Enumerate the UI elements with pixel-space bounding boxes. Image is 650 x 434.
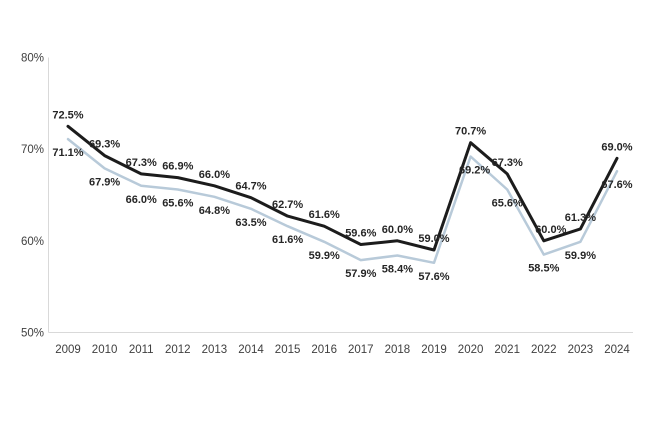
data-point-label-dark-line: 67.3% bbox=[492, 157, 523, 169]
x-tick-label: 2014 bbox=[238, 344, 264, 356]
data-point-label-light-line: 67.9% bbox=[89, 176, 120, 188]
y-tick-label: 70% bbox=[21, 144, 44, 156]
data-point-label-dark-line: 69.0% bbox=[601, 141, 632, 153]
x-tick-label: 2012 bbox=[165, 344, 191, 356]
data-point-label-dark-line: 60.0% bbox=[382, 224, 413, 236]
x-tick-label: 2024 bbox=[604, 344, 630, 356]
x-tick-label: 2013 bbox=[202, 344, 228, 356]
data-point-label-light-line: 58.5% bbox=[528, 263, 559, 275]
data-point-label-light-line: 65.6% bbox=[162, 198, 193, 210]
data-point-label-dark-line: 67.3% bbox=[126, 157, 157, 169]
data-point-label-light-line: 67.6% bbox=[601, 179, 632, 191]
data-point-label-light-line: 57.9% bbox=[345, 268, 376, 280]
series-dark-line bbox=[66, 124, 619, 252]
series-light-line bbox=[66, 137, 619, 265]
data-point-label-dark-line: 59.6% bbox=[345, 228, 376, 240]
y-tick-label: 80% bbox=[21, 53, 44, 65]
data-point-label-light-line: 58.4% bbox=[382, 264, 413, 276]
data-point-label-light-line: 69.2% bbox=[459, 165, 490, 177]
x-tick-label: 2023 bbox=[568, 344, 594, 356]
data-point-label-dark-line: 61.3% bbox=[565, 212, 596, 224]
data-point-label-dark-line: 60.0% bbox=[535, 224, 566, 236]
x-tick-label: 2016 bbox=[311, 344, 337, 356]
data-point-label-light-line: 57.6% bbox=[418, 271, 449, 283]
x-tick-label: 2017 bbox=[348, 344, 374, 356]
data-point-label-dark-line: 70.7% bbox=[455, 126, 486, 138]
data-point-label-light-line: 63.5% bbox=[235, 217, 266, 229]
x-tick-label: 2019 bbox=[421, 344, 447, 356]
x-tick-label: 2021 bbox=[494, 344, 520, 356]
x-tick-label: 2011 bbox=[129, 344, 154, 356]
data-point-label-light-line: 64.8% bbox=[199, 205, 230, 217]
x-tick-label: 2022 bbox=[531, 344, 557, 356]
x-tick-label: 2015 bbox=[275, 344, 301, 356]
x-tick-label: 2018 bbox=[385, 344, 411, 356]
data-point-label-dark-line: 62.7% bbox=[272, 199, 303, 211]
x-tick-label: 2010 bbox=[92, 344, 118, 356]
y-tick-label: 60% bbox=[21, 236, 44, 248]
data-point-label-light-line: 61.6% bbox=[272, 234, 303, 246]
data-point-label-dark-line: 72.5% bbox=[52, 109, 83, 121]
x-tick-label: 2009 bbox=[55, 344, 81, 356]
data-point-label-dark-line: 69.3% bbox=[89, 139, 120, 151]
data-point-label-light-line: 59.9% bbox=[565, 250, 596, 262]
data-point-label-dark-line: 59.0% bbox=[418, 233, 449, 245]
data-point-label-light-line: 65.6% bbox=[492, 198, 523, 210]
data-point-label-dark-line: 61.6% bbox=[309, 209, 340, 221]
y-tick-label: 50% bbox=[21, 328, 44, 340]
data-point-label-dark-line: 64.7% bbox=[235, 181, 266, 193]
data-point-label-light-line: 71.1% bbox=[52, 147, 83, 159]
data-point-label-dark-line: 66.9% bbox=[162, 161, 193, 173]
data-point-label-light-line: 66.0% bbox=[126, 194, 157, 206]
data-point-label-dark-line: 66.0% bbox=[199, 169, 230, 181]
x-tick-label: 2020 bbox=[458, 344, 484, 356]
data-point-label-light-line: 59.9% bbox=[309, 250, 340, 262]
